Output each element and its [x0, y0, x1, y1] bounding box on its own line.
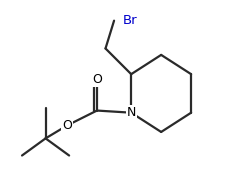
Text: N: N	[126, 106, 135, 119]
Text: Br: Br	[122, 14, 137, 27]
Text: O: O	[62, 119, 72, 132]
Text: O: O	[92, 73, 101, 86]
